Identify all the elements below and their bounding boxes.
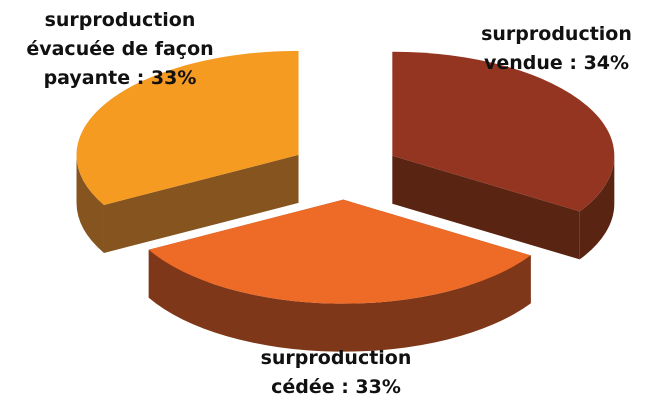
slice-label-vendue: surproduction vendue : 34% — [481, 23, 632, 74]
slice-vendue — [392, 51, 615, 260]
slice-cedee — [148, 199, 531, 352]
slice-evacuee — [76, 50, 299, 253]
slice-label-evacuee: surproduction évacuée de façon payante :… — [26, 9, 214, 89]
slice-label-cedee: surproduction cédée : 33% — [260, 347, 412, 398]
